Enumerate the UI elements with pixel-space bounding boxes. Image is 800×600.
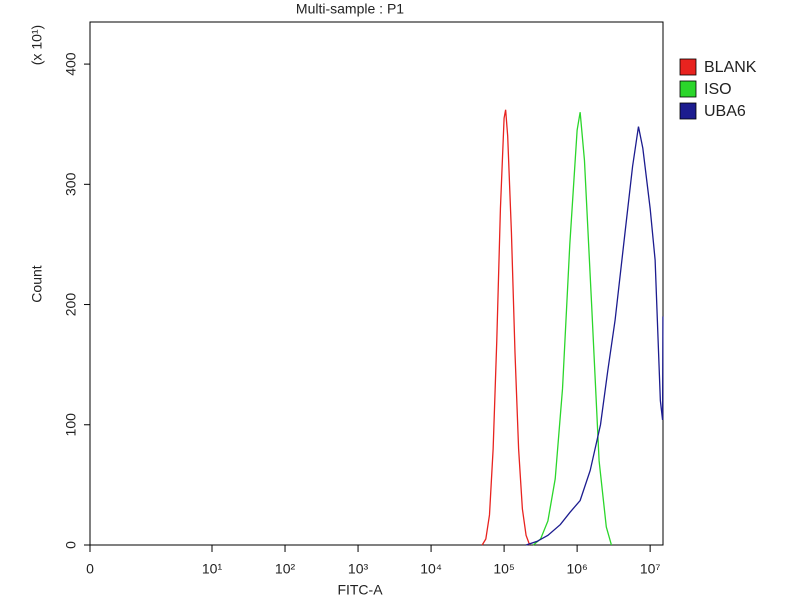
- series-line: [532, 112, 613, 546]
- legend-swatch: [679, 80, 697, 98]
- y-tick-label: 300: [63, 172, 79, 196]
- series-line: [481, 109, 531, 546]
- chart-title: Multi-sample : P1: [296, 1, 404, 17]
- legend-label: BLANK: [704, 59, 757, 76]
- y-tick-label: 400: [63, 52, 79, 76]
- x-tick-label: 10³: [348, 561, 369, 577]
- series-line: [525, 126, 664, 546]
- legend-label: ISO: [704, 81, 732, 98]
- x-axis-label: FITC-A: [337, 582, 383, 598]
- y-tick-label: 0: [63, 541, 79, 549]
- plot-frame: [89, 21, 664, 546]
- x-tick-label: 10²: [275, 561, 296, 577]
- x-tick-label: 10⁴: [420, 561, 442, 577]
- y-axis-label: Count: [29, 265, 45, 302]
- x-tick-label: 10⁵: [493, 561, 514, 577]
- x-tick-label: 10⁷: [640, 561, 661, 577]
- legend-label: UBA6: [704, 103, 746, 120]
- legend-swatch: [679, 58, 697, 76]
- x-tick-label: 10¹: [202, 561, 223, 577]
- y-multiplier: (x 10¹): [29, 25, 45, 65]
- legend-swatch: [679, 102, 697, 120]
- x-tick-label: 0: [86, 561, 94, 577]
- x-tick-label: 10⁶: [566, 561, 587, 577]
- y-tick-label: 200: [63, 293, 79, 317]
- y-tick-label: 100: [63, 413, 79, 437]
